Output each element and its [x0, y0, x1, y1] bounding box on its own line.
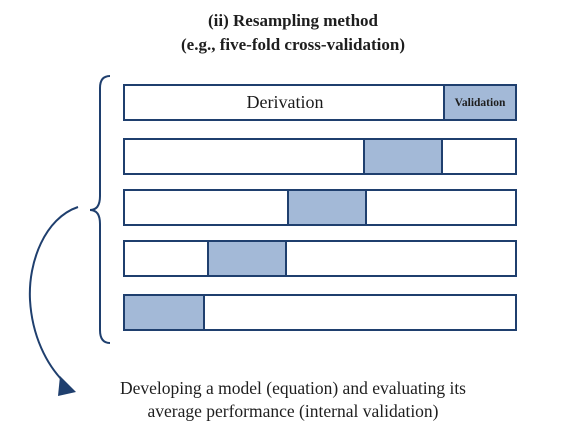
validation-segment-2 [363, 140, 443, 173]
fold-row-5 [123, 294, 517, 331]
footer-text-line-1: Developing a model (equation) and evalua… [119, 378, 466, 398]
fold-row-1: Derivation Validation [123, 84, 517, 121]
validation-label: Validation [454, 96, 506, 109]
validation-segment-3 [287, 191, 367, 224]
curved-arrow [28, 206, 79, 385]
fold-row-3 [123, 189, 517, 226]
footer-text-line-2: average performance (internal validation… [147, 401, 439, 421]
fold-row-4 [123, 240, 517, 277]
derivation-label: Derivation [246, 92, 324, 112]
validation-segment-5 [125, 296, 205, 329]
arrow-head-icon [58, 376, 76, 396]
validation-segment-1: Validation [443, 86, 515, 119]
validation-segment-4 [207, 242, 287, 275]
fold-row-2 [123, 138, 517, 175]
diagram-subtitle: (e.g., five-fold cross-validation) [181, 35, 405, 54]
diagram-title: (ii) Resampling method [208, 11, 378, 30]
left-brace [89, 75, 111, 344]
